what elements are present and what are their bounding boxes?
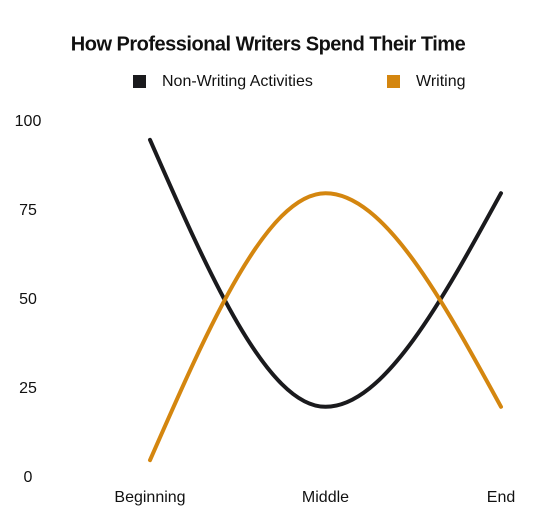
y-tick-label: 25 (19, 380, 37, 397)
chart-title: How Professional Writers Spend Their Tim… (71, 33, 466, 55)
x-tick-label: End (487, 489, 515, 506)
x-tick-label: Middle (302, 489, 349, 506)
legend-swatch (133, 75, 146, 88)
y-tick-label: 0 (24, 469, 33, 486)
y-tick-label: 75 (19, 202, 37, 219)
line-series (148, 137, 503, 409)
legend-swatch (387, 75, 400, 88)
legend-label: Writing (416, 73, 466, 90)
legend-label: Non-Writing Activities (162, 73, 313, 90)
x-tick-label: Beginning (114, 489, 185, 506)
y-tick-label: 50 (19, 291, 37, 308)
y-tick-label: 100 (15, 113, 42, 130)
line-series (148, 191, 503, 463)
